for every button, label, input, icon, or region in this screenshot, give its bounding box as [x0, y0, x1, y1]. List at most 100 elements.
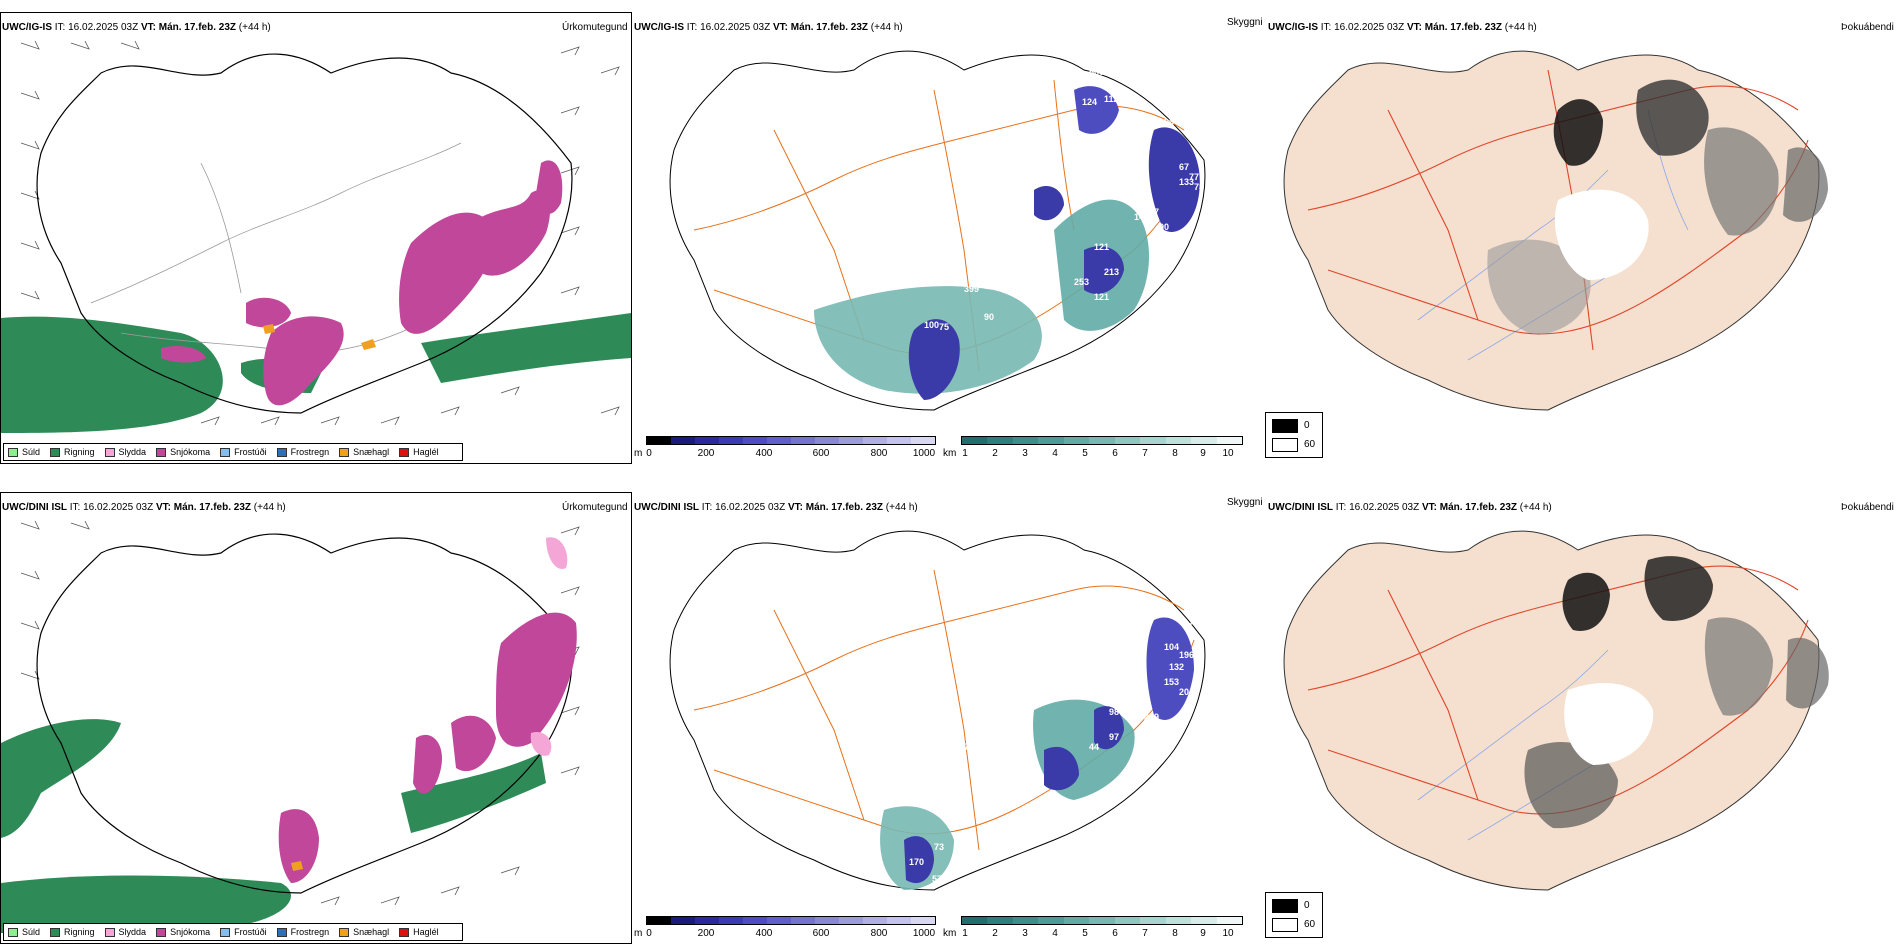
- legend-label: Snæhagl: [353, 447, 390, 457]
- legend-label: Slydda: [118, 447, 147, 457]
- fog-grey-1: [1704, 127, 1779, 236]
- snowhail-spot: [263, 324, 275, 334]
- legend-item: Snæhagl: [339, 447, 389, 457]
- legend-label: Frostregn: [290, 927, 330, 937]
- legend-item: Snjókoma: [156, 447, 210, 457]
- legend-swatch: [8, 447, 18, 457]
- precip-legend-row2: Súld Rigning Slydda Snjókoma Frostúði Fr…: [3, 923, 463, 941]
- rain-area-east: [421, 313, 631, 383]
- fog-white: [1554, 189, 1649, 280]
- legend-swatch: [156, 927, 167, 937]
- snow-area-4: [263, 316, 344, 406]
- colorbar-km-swatches: [961, 916, 1243, 925]
- legend-item: Rigning: [50, 447, 95, 457]
- colorbar-m-swatches: [646, 916, 936, 925]
- model-name: UWC/DINI ISL: [634, 502, 699, 513]
- header-row2-visibility: UWC/DINI ISL IT: 16.02.2025 03Z VT: Mán.…: [634, 502, 918, 514]
- fog-legend-row2: 0 60: [1265, 892, 1323, 938]
- visibility-value-label: 73: [934, 842, 944, 852]
- rain-area-west: [1, 719, 121, 838]
- visibility-value-label: 57: [932, 874, 942, 884]
- colorbar-tick: 800: [870, 928, 888, 939]
- fog-panel-row1: [1268, 30, 1898, 450]
- legend-label: Frostregn: [290, 447, 330, 457]
- fog-legend-label: 0: [1304, 420, 1310, 431]
- visibility-value-label: 560: [1089, 67, 1104, 77]
- legend-label: Snæhagl: [353, 927, 390, 937]
- colorbar-m-row2: m 0 200 400 600 800 1000: [634, 916, 939, 942]
- colorbar-tick: 7: [1142, 928, 1148, 939]
- panel-title-fog-row2: Þokuábendi: [1841, 502, 1894, 513]
- snow-area-3: [536, 160, 563, 214]
- colorbar-tick: 5: [1082, 448, 1088, 459]
- panel-title-precip-row2: Úrkomutegund: [562, 502, 628, 513]
- legend-item: Frostúði: [220, 927, 267, 937]
- legend-item: Haglél: [399, 927, 439, 937]
- legend-swatch: [276, 927, 287, 937]
- visibility-value-label: 165: [839, 202, 854, 212]
- vt-label: VT:: [1406, 22, 1422, 33]
- visibility-value-label: 90: [984, 312, 994, 322]
- blue-area-4: [1094, 706, 1124, 750]
- fog-white: [1564, 682, 1654, 765]
- legend-item: Haglél: [399, 447, 439, 457]
- legend-swatch: [220, 447, 231, 457]
- panel-title-visibility-row1: Skyggni: [1227, 17, 1263, 28]
- legend-label: Rigning: [64, 927, 95, 937]
- visibility-panel-row1: 560 124 112 96 500 67 77 78 133 147 167 90 121 213 253…: [634, 30, 1264, 450]
- it-value: 16.02.2025 03Z: [68, 22, 139, 33]
- it-value: 16.02.2025 03Z: [715, 502, 786, 513]
- legend-swatch: [156, 447, 167, 457]
- lead-time: (+44 h): [885, 502, 918, 513]
- lead-time: (+44 h): [1504, 22, 1537, 33]
- colorbar-tick: 3: [1022, 928, 1028, 939]
- colorbar-tick: 1: [962, 928, 968, 939]
- colorbar-tick: 10: [1222, 448, 1234, 459]
- snow-area-2: [451, 715, 496, 772]
- header-row1-visibility: UWC/IG-IS IT: 16.02.2025 03Z VT: Mán. 17…: [634, 22, 903, 34]
- vt-value: Mán. 17.feb. 23Z: [158, 22, 236, 33]
- sleet-area: [546, 537, 568, 569]
- fog-map-row2: [1283, 530, 1829, 891]
- blue-area-5: [1034, 185, 1064, 221]
- it-label: IT:: [1335, 502, 1347, 513]
- legend-swatch: [104, 447, 115, 457]
- vt-value: Mán. 17.feb. 23Z: [790, 22, 868, 33]
- legend-label: Súld: [22, 927, 41, 937]
- snow-area-3: [413, 734, 442, 794]
- visibility-value-label: 259: [1144, 712, 1159, 722]
- vt-label: VT:: [155, 502, 171, 513]
- roads: [693, 569, 1195, 851]
- colorbar-unit: m: [634, 448, 643, 459]
- model-name: UWC/IG-IS: [2, 22, 52, 33]
- legend-item: Slydda: [104, 447, 147, 457]
- model-name: UWC/IG-IS: [1268, 22, 1318, 33]
- fog-grey-2: [1487, 239, 1591, 335]
- snow-area-5: [246, 297, 291, 328]
- colorbar-unit: m: [634, 928, 643, 939]
- visibility-value-label: 167: [1144, 207, 1159, 217]
- vt-label: VT:: [772, 22, 788, 33]
- it-label: IT:: [69, 502, 81, 513]
- colorbar-tick: 800: [870, 448, 888, 459]
- snow-area-1: [496, 612, 577, 747]
- legend-swatch: [339, 447, 350, 457]
- visibility-value-label: 67: [1179, 162, 1189, 172]
- model-name: UWC/DINI ISL: [2, 502, 67, 513]
- legend-label: Snjókoma: [170, 447, 211, 457]
- colorbar-m-swatches: [646, 436, 936, 445]
- vt-label: VT:: [787, 502, 803, 513]
- rain-area-se: [401, 753, 546, 833]
- visibility-value-label: 75: [939, 322, 949, 332]
- colorbar-km-row2: km 1 2 3 4 5 6 7 8 9 10: [943, 916, 1243, 942]
- colorbar-tick: 6: [1112, 448, 1118, 459]
- vt-value: Mán. 17.feb. 23Z: [173, 502, 251, 513]
- blue-area-1: [904, 836, 934, 884]
- fog-legend-label: 60: [1304, 919, 1316, 930]
- legend-swatch: [50, 447, 61, 457]
- visibility-panel-row2: 75 104 196 132 153 20 98 75 259 71 44 97 73 170 57 31 71: [634, 510, 1264, 930]
- visibility-value-label: 121: [1094, 292, 1109, 302]
- visibility-value-label: 500: [1082, 144, 1097, 154]
- fog-legend-row1: 0 60: [1265, 412, 1323, 458]
